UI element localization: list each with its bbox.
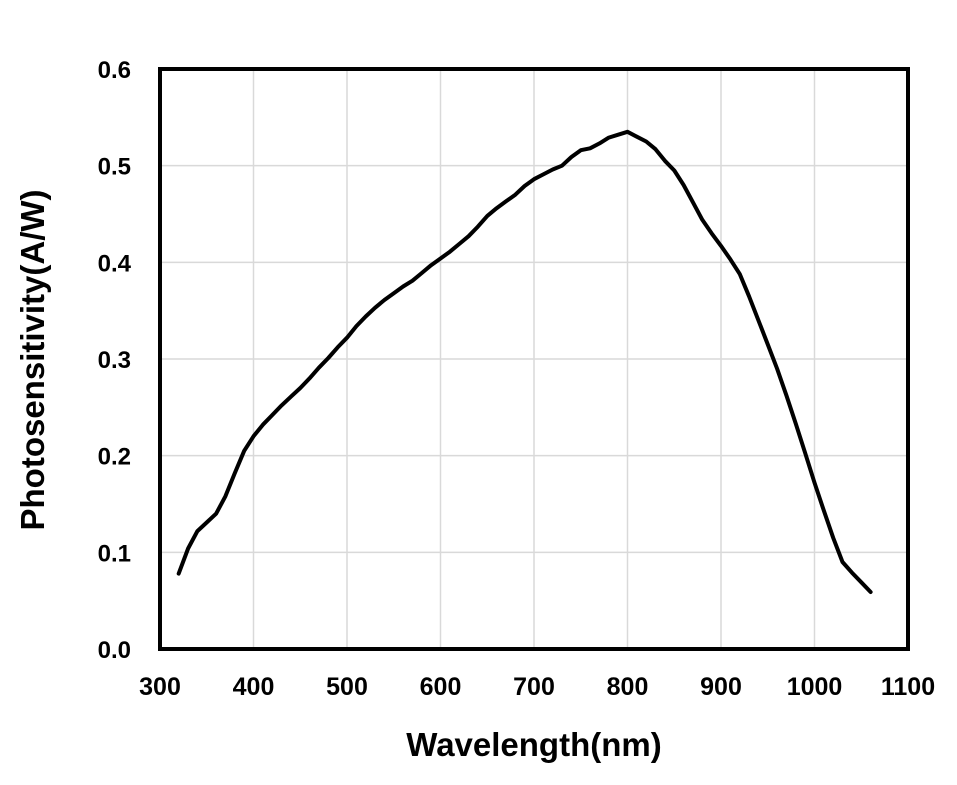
x-tick-label-600: 600: [420, 673, 462, 701]
gridlines: [160, 69, 908, 649]
y-tick-label-0.5: 0.5: [98, 154, 131, 181]
y-tick-label-0.2: 0.2: [98, 444, 131, 471]
x-tick-label-500: 500: [326, 673, 368, 701]
x-axis-title: Wavelength(nm): [406, 726, 661, 763]
y-tick-label-0.1: 0.1: [98, 540, 131, 567]
data-series: [176, 129, 873, 594]
x-tick-label-800: 800: [607, 673, 649, 701]
photosensitivity-curve: [176, 129, 873, 594]
x-tick-label-700: 700: [513, 673, 555, 701]
x-tick-label-900: 900: [700, 673, 742, 701]
y-axis-tick-labels: 0.0 0.1 0.2 0.3 0.4 0.5 0.6: [98, 57, 132, 664]
y-tick-label-0.4: 0.4: [98, 250, 132, 277]
x-tick-label-300: 300: [139, 673, 181, 701]
y-tick-label-0.0: 0.0: [98, 637, 131, 664]
x-tick-label-400: 400: [233, 673, 275, 701]
y-tick-label-0.6: 0.6: [98, 57, 131, 84]
x-tick-label-1100: 1100: [881, 673, 935, 701]
y-axis-title: Photosensitivity(A/W): [14, 189, 51, 530]
x-tick-label-1000: 1000: [787, 673, 843, 701]
x-axis-tick-labels: 300 400 500 600 700 800 900 1000 1100: [139, 673, 935, 701]
plot-border: [158, 67, 910, 651]
y-tick-label-0.3: 0.3: [98, 347, 131, 374]
